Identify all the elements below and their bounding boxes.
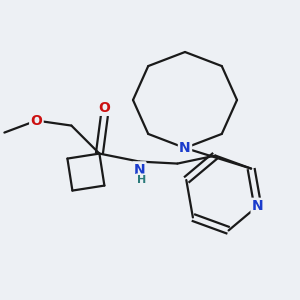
Text: N: N <box>134 163 145 177</box>
Text: O: O <box>31 114 42 128</box>
Text: O: O <box>98 100 110 115</box>
Text: H: H <box>137 175 146 184</box>
Text: N: N <box>179 141 191 155</box>
Text: N: N <box>252 199 263 213</box>
